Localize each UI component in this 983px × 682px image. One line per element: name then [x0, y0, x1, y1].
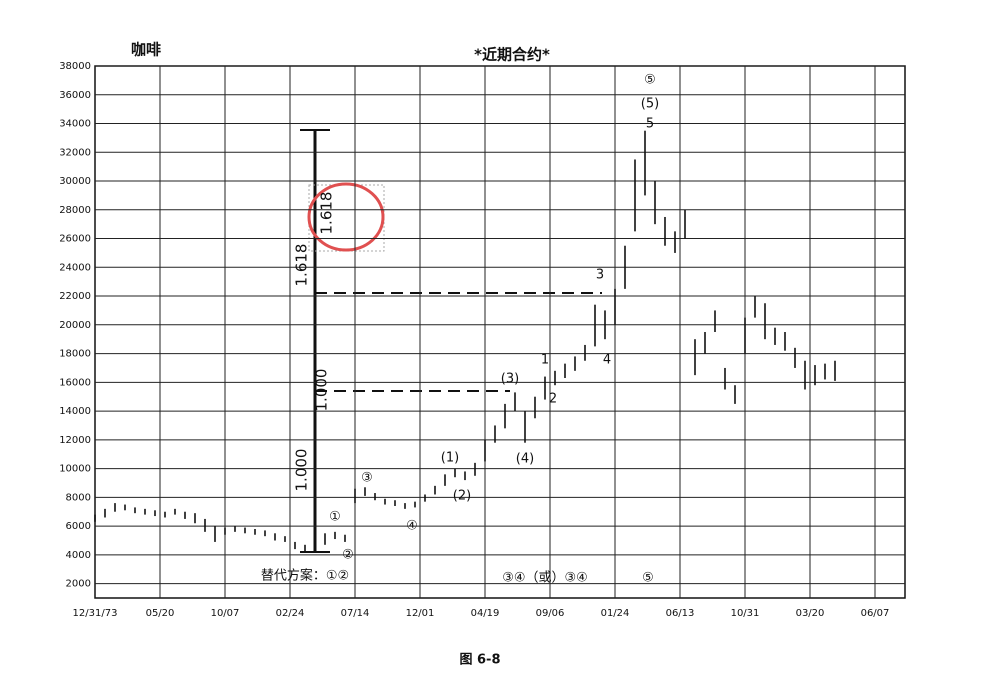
- y-tick-label: 30000: [59, 176, 91, 187]
- wave-label: 4: [603, 353, 611, 368]
- wave-label: ③④（或）③④: [502, 571, 588, 586]
- x-tick-label: 09/06: [536, 608, 565, 619]
- ratio-label: 1.618: [318, 192, 336, 235]
- wave-label: 1: [541, 353, 549, 368]
- y-tick-label: 28000: [59, 205, 91, 216]
- chart-subtitle: *近期合约*: [474, 46, 550, 64]
- wave-label: (2): [453, 489, 471, 504]
- highlight-ellipse: [307, 182, 385, 252]
- x-tick-label: 10/31: [731, 608, 760, 619]
- y-tick-label: 6000: [66, 521, 91, 532]
- wave-label: 替代方案：①②: [261, 568, 349, 584]
- x-tick-label: 06/13: [666, 608, 695, 619]
- caption: 图 6-8: [459, 653, 500, 668]
- wave-label: (5): [641, 97, 659, 112]
- wave-label: ④: [406, 519, 418, 534]
- y-tick-label: 12000: [59, 435, 91, 446]
- wave-label: 5: [646, 117, 654, 132]
- y-tick-label: 24000: [59, 262, 91, 273]
- x-tick-label: 01/24: [601, 608, 630, 619]
- y-tick-label: 18000: [59, 349, 91, 360]
- ratio-label: 1.000: [293, 449, 311, 492]
- wave-label: ③: [361, 471, 373, 486]
- y-tick-label: 34000: [59, 119, 91, 130]
- y-tick-label: 38000: [59, 61, 91, 72]
- wave-label: 3: [596, 268, 604, 283]
- x-tick-label: 10/07: [211, 608, 240, 619]
- y-tick-label: 26000: [59, 234, 91, 245]
- wave-label: (4): [516, 452, 534, 467]
- y-tick-label: 10000: [59, 464, 91, 475]
- plot-frame: [94, 65, 906, 599]
- wave-label: (1): [441, 451, 459, 466]
- y-tick-label: 14000: [59, 406, 91, 417]
- fib-measure: [300, 129, 602, 553]
- y-tick-label: 22000: [59, 291, 91, 302]
- y-tick-label: 20000: [59, 320, 91, 331]
- x-tick-label: 12/31/73: [73, 608, 118, 619]
- y-tick-label: 2000: [66, 579, 91, 590]
- y-tick-label: 4000: [66, 550, 91, 561]
- x-tick-label: 03/20: [796, 608, 825, 619]
- ratio-label: 1.618: [293, 244, 311, 287]
- wave-label: 2: [549, 392, 557, 407]
- x-tick-label: 04/19: [471, 608, 500, 619]
- wave-label: ②: [342, 548, 354, 563]
- y-tick-label: 32000: [59, 147, 91, 158]
- x-tick-label: 06/07: [861, 608, 890, 619]
- wave-label: ⑤: [642, 571, 654, 586]
- wave-label: (3): [501, 372, 519, 387]
- wave-label: ⑤: [644, 73, 656, 88]
- x-tick-label: 05/20: [146, 608, 175, 619]
- y-tick-label: 8000: [66, 492, 91, 503]
- x-tick-label: 12/01: [406, 608, 435, 619]
- x-tick-label: 02/24: [276, 608, 305, 619]
- wave-label: ①: [329, 510, 341, 525]
- x-tick-label: 07/14: [341, 608, 370, 619]
- y-tick-label: 36000: [59, 90, 91, 101]
- y-tick-label: 16000: [59, 377, 91, 388]
- chart-title: 咖啡: [131, 41, 161, 59]
- ratio-label: 1.000: [313, 369, 331, 412]
